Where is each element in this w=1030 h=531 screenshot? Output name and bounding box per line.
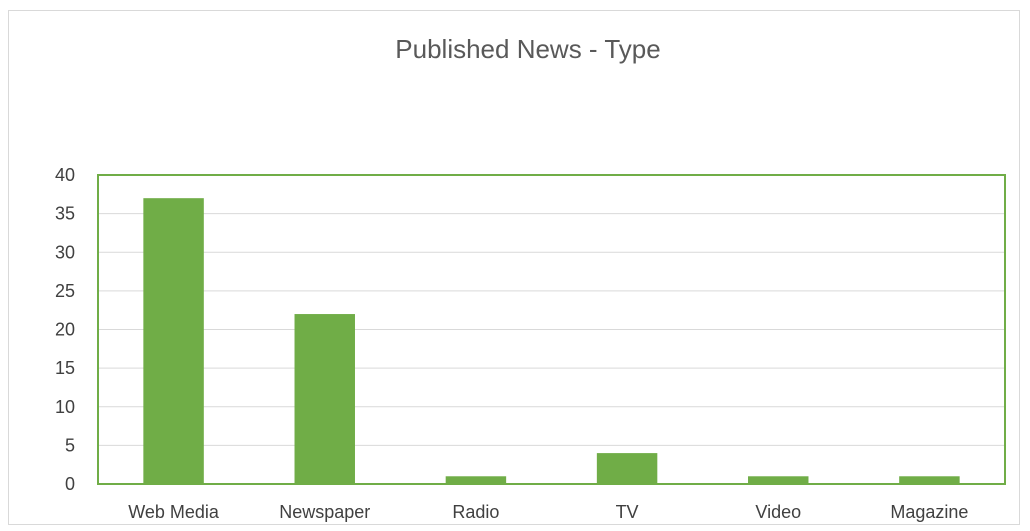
- category-label: Radio: [452, 502, 499, 522]
- y-tick-label: 30: [55, 242, 75, 262]
- x-axis-categories: Web Media Newspaper Radio TV Video Magazine: [128, 502, 968, 522]
- bar-tv: [596, 453, 658, 484]
- gridlines: [98, 213, 1005, 446]
- y-tick-label: 20: [55, 320, 75, 340]
- bars: [143, 198, 960, 485]
- y-axis-ticks: 0 5 10 15 20 25 30 35 40: [55, 165, 75, 494]
- chart-title: Published News - Type: [395, 34, 660, 64]
- plot-area-border: [97, 174, 1006, 485]
- category-label: Magazine: [890, 502, 968, 522]
- category-label: Video: [755, 502, 801, 522]
- y-tick-label: 35: [55, 204, 75, 224]
- y-tick-label: 40: [55, 165, 75, 185]
- category-label: Web Media: [128, 502, 220, 522]
- y-tick-label: 25: [55, 281, 75, 301]
- bar-radio: [445, 476, 507, 484]
- bar-magazine: [899, 476, 960, 484]
- bar-video: [748, 476, 809, 484]
- category-label: TV: [616, 502, 639, 522]
- y-tick-label: 0: [65, 474, 75, 494]
- bar-web-media: [143, 198, 204, 485]
- y-tick-label: 10: [55, 397, 75, 417]
- y-tick-label: 5: [65, 435, 75, 455]
- bar-newspaper: [294, 314, 355, 484]
- y-tick-label: 15: [55, 358, 75, 378]
- category-label: Newspaper: [279, 502, 370, 522]
